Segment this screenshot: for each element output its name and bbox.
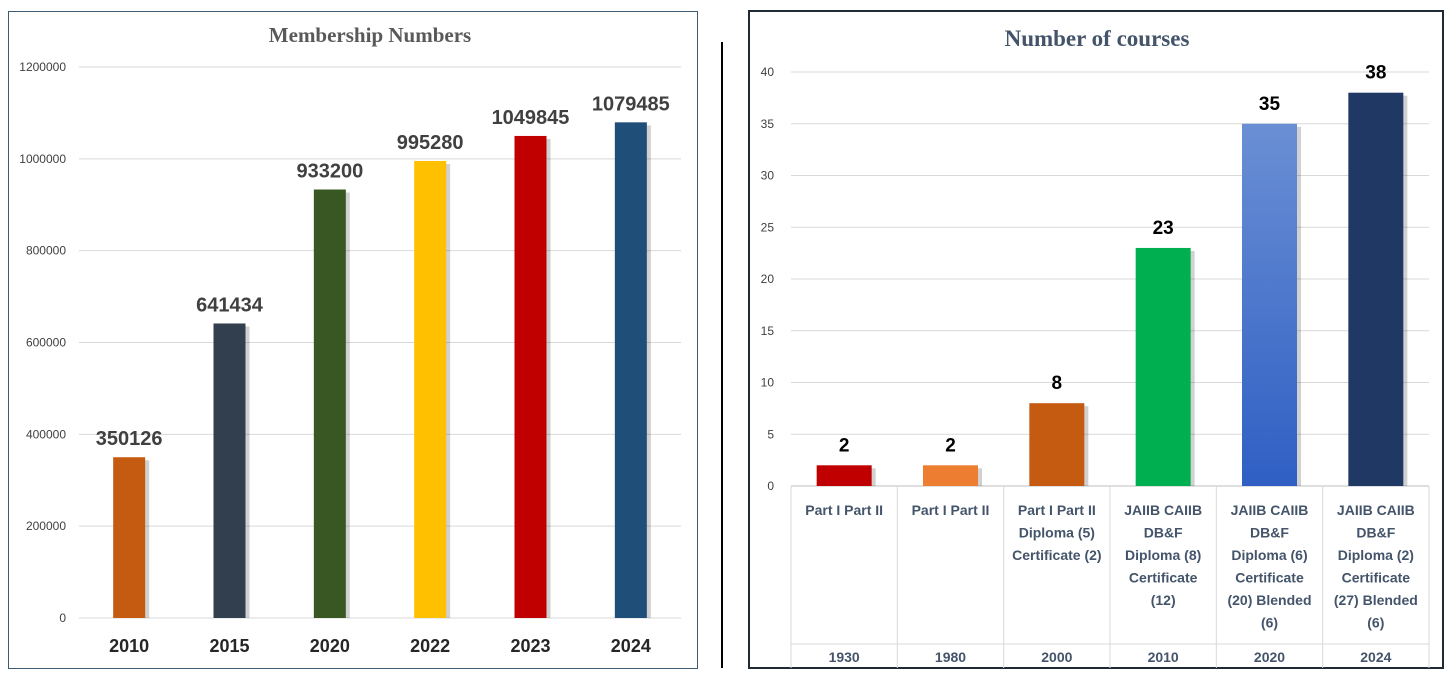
- y-tick-label: 30: [761, 169, 775, 183]
- category-detail-label: (6): [1367, 615, 1384, 631]
- bar: [1029, 403, 1085, 486]
- category-detail-label: JAIIB CAIIB: [1337, 502, 1415, 518]
- x-tick-label: 2024: [1360, 649, 1391, 665]
- category-detail-label: Part I Part II: [805, 502, 883, 518]
- bar: [816, 465, 872, 486]
- category-detail-label: Diploma (8): [1125, 547, 1201, 563]
- courses-chart-panel: Number of courses 0 5 10 15 20 25 30 35 40 2 Part I…: [748, 10, 1444, 669]
- bar: [923, 465, 978, 486]
- category-detail-label: Diploma (2): [1338, 547, 1414, 563]
- y-tick-label: 5: [767, 427, 774, 441]
- data-label: 38: [1365, 63, 1386, 84]
- category-detail-label: DB&F: [1144, 525, 1183, 541]
- category-detail-label: Part I Part II: [912, 502, 990, 518]
- category-detail-label: JAIIB CAIIB: [1231, 502, 1309, 518]
- category-detail-label: JAIIB CAIIB: [1124, 502, 1202, 518]
- x-tick-label: 2020: [310, 636, 350, 656]
- category-detail-label: Diploma (5): [1019, 525, 1095, 541]
- y-tick-label: 200000: [26, 519, 66, 533]
- x-tick-label: 2023: [510, 636, 550, 656]
- y-tick-label: 0: [767, 479, 774, 493]
- bar: [113, 457, 146, 618]
- category-detail-label: Certificate: [1342, 570, 1411, 586]
- bar: [213, 323, 246, 618]
- y-tick-label: 25: [761, 220, 775, 234]
- y-tick-label: 40: [761, 65, 775, 79]
- membership-chart-panel: Membership Numbers 0 200000 400000 600000 800…: [8, 11, 698, 669]
- y-tick-label: 400000: [26, 427, 66, 441]
- x-tick-label: 2020: [1254, 649, 1285, 665]
- y-tick-label: 20: [761, 272, 775, 286]
- category-detail-label: (6): [1261, 615, 1278, 631]
- x-tick-label: 1930: [829, 649, 860, 665]
- data-label: 350126: [96, 428, 163, 450]
- category-detail-label: Part I Part II: [1018, 502, 1096, 518]
- x-tick-label: 2010: [109, 636, 149, 656]
- bar: [1135, 247, 1191, 486]
- category-detail-label: (12): [1151, 592, 1176, 608]
- courses-chart: Number of courses 0 5 10 15 20 25 30 35 40 2 Part I…: [761, 26, 1430, 668]
- panel-divider: [721, 42, 723, 668]
- data-label: 2: [945, 435, 956, 456]
- bar: [1242, 123, 1297, 486]
- category-detail-label: Certificate: [1235, 570, 1304, 586]
- x-tick-label: 2000: [1041, 649, 1072, 665]
- y-tick-label: 800000: [26, 244, 66, 258]
- category-detail-label: DB&F: [1250, 525, 1289, 541]
- y-tick-label: 10: [761, 376, 775, 390]
- data-label: 641434: [196, 294, 264, 316]
- data-label: 23: [1153, 218, 1174, 239]
- x-tick-label: 2015: [209, 636, 249, 656]
- data-label: 35: [1259, 94, 1281, 115]
- category-detail-label: Certificate (2): [1012, 547, 1101, 563]
- bar: [614, 122, 647, 618]
- category-detail-label: Certificate: [1129, 570, 1198, 586]
- x-tick-label: 2010: [1148, 649, 1179, 665]
- y-tick-label: 600000: [26, 336, 66, 350]
- data-label: 2: [839, 435, 850, 456]
- data-label: 1049845: [492, 107, 570, 129]
- bar: [414, 161, 447, 618]
- y-tick-label: 0: [59, 611, 66, 625]
- y-tick-label: 35: [761, 117, 775, 131]
- bar: [313, 189, 346, 618]
- data-label: 1079485: [592, 93, 670, 115]
- y-tick-label: 15: [761, 324, 775, 338]
- chart-title: Membership Numbers: [269, 23, 471, 47]
- data-label: 8: [1052, 373, 1063, 394]
- data-label: 995280: [397, 132, 464, 154]
- category-detail-label: DB&F: [1356, 525, 1395, 541]
- y-tick-label: 1200000: [19, 60, 66, 74]
- bar: [1348, 92, 1404, 486]
- data-label: 933200: [296, 161, 363, 183]
- x-tick-label: 2022: [410, 636, 450, 656]
- x-tick-label: 2024: [611, 636, 651, 656]
- category-detail-label: Diploma (6): [1231, 547, 1307, 563]
- category-detail-label: (27) Blended: [1334, 592, 1418, 608]
- bar: [514, 135, 547, 618]
- category-detail-label: (20) Blended: [1227, 592, 1311, 608]
- y-tick-label: 1000000: [19, 152, 66, 166]
- x-tick-label: 1980: [935, 649, 966, 665]
- chart-title: Number of courses: [1005, 26, 1190, 51]
- membership-chart: Membership Numbers 0 200000 400000 600000 800…: [19, 23, 681, 656]
